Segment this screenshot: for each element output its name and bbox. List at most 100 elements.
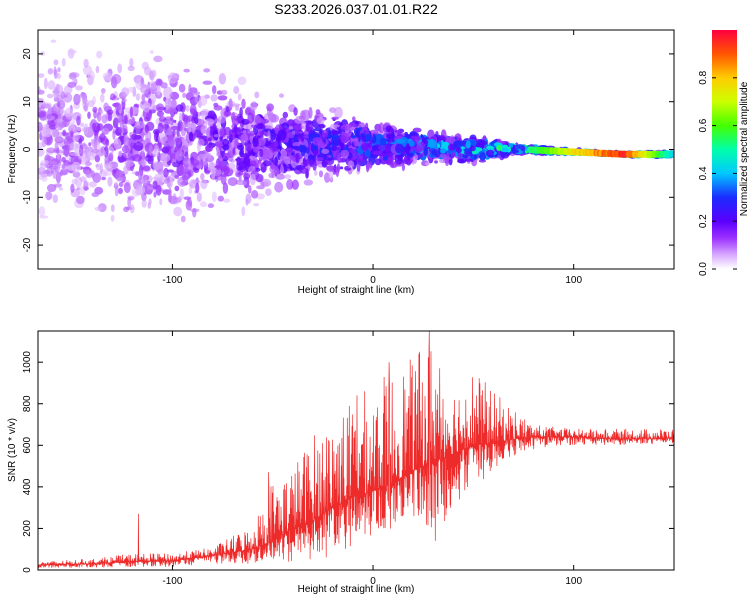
spectrogram-blob <box>143 66 152 76</box>
spectrogram-blob <box>142 165 151 172</box>
spectrogram-blob <box>431 149 437 155</box>
spectrogram-blob <box>175 150 184 162</box>
spectrogram-blob <box>502 144 508 149</box>
spectrogram-blob <box>321 148 330 154</box>
spectrogram-blob <box>56 154 60 160</box>
spectrogram-blob <box>145 154 154 159</box>
colorbar-tick-label: 0.8 <box>698 70 709 84</box>
spectrogram-blob <box>245 106 252 115</box>
spectrogram-blob <box>148 144 153 156</box>
spectrogram-blob <box>79 122 85 128</box>
spectrogram-blob <box>182 92 187 99</box>
spectrogram-blob <box>84 161 92 166</box>
spectrogram-blob <box>425 161 431 166</box>
spectrogram-blob <box>168 188 172 198</box>
spectrogram-blob <box>167 72 178 84</box>
spectrogram-blob <box>203 152 212 159</box>
spectrogram-blob <box>212 167 222 177</box>
spectrogram-blob <box>138 169 143 181</box>
spectrogram-blob <box>254 91 260 99</box>
spectrogram-blob <box>250 101 258 110</box>
spectrogram-blob <box>271 170 280 176</box>
spectrogram-blob <box>188 186 193 195</box>
spectrogram-blob <box>108 152 114 162</box>
spectrogram-blob <box>257 159 262 164</box>
spectrogram-blob <box>144 124 149 133</box>
spectrogram-blob <box>57 72 61 80</box>
spectrogram-blob <box>152 161 157 170</box>
spectrogram-blob <box>340 149 350 158</box>
spectrogram-blob <box>223 110 232 117</box>
spectrogram-blob <box>237 93 242 101</box>
spectrogram-blob <box>371 145 379 149</box>
spectrogram-blob <box>251 190 259 199</box>
spectrogram-blob <box>104 162 113 169</box>
spectrogram-blob <box>350 149 358 161</box>
spectrogram-blob <box>249 173 256 186</box>
spectrogram-blob <box>123 134 129 147</box>
colorbar-tick-label: 0.6 <box>698 118 709 132</box>
spectrogram-blob <box>500 151 507 158</box>
spectrogram-ytick-label: 0 <box>22 146 33 152</box>
spectrogram-blob <box>170 126 180 131</box>
spectrogram-blob <box>241 118 250 125</box>
spectrogram-blob <box>216 174 223 181</box>
spectrogram-blob <box>225 106 230 113</box>
snr-ytick-label: 0 <box>22 567 33 573</box>
spectrogram-blob <box>347 160 355 169</box>
spectrogram-blob <box>248 185 252 194</box>
spectrogram-blob <box>107 176 113 187</box>
spectrogram-blob <box>326 165 335 172</box>
spectrogram-blob <box>127 86 135 93</box>
spectrogram-blob <box>180 215 186 223</box>
spectrogram-blob <box>438 141 442 145</box>
spectrogram-blob <box>336 146 341 151</box>
spectrogram-blob <box>469 146 476 152</box>
spectrogram-blob <box>252 145 260 153</box>
spectrogram-blob <box>94 206 103 211</box>
spectrogram-blob <box>132 154 142 162</box>
spectrogram-blob <box>192 207 197 218</box>
spectrogram-blob <box>240 141 246 146</box>
spectrogram-blob <box>309 159 314 168</box>
spectrogram-blob <box>169 177 173 188</box>
spectrogram-blob <box>67 81 77 88</box>
spectrogram-blob <box>468 153 473 157</box>
spectrogram-blob <box>83 58 89 68</box>
spectrogram-blob <box>129 106 133 118</box>
spectrogram-blob <box>49 161 57 165</box>
spectrogram-blob <box>43 160 49 165</box>
spectrogram-blob <box>247 112 254 124</box>
spectrogram-blob <box>95 65 100 74</box>
spectrogram-blob <box>85 169 91 178</box>
spectrogram-blob <box>259 148 264 158</box>
colorbar-tick-label: 0.4 <box>698 166 709 180</box>
spectrogram-blob <box>70 183 75 193</box>
figure-title: S233.2026.037.01.01.R22 <box>274 1 438 17</box>
spectrogram-blob <box>291 179 299 190</box>
spectrogram-blob <box>282 111 288 119</box>
spectrogram-blob <box>305 120 313 133</box>
spectrogram-blob <box>328 129 332 138</box>
spectrogram-blob <box>219 128 227 138</box>
spectrogram-blob <box>427 129 435 140</box>
spectrogram-blob <box>69 124 76 132</box>
spectrogram-blob <box>240 133 248 143</box>
spectrogram-blob <box>121 87 130 97</box>
spectrogram-blob <box>181 175 189 181</box>
spectrogram-blob <box>179 112 183 123</box>
spectrogram-blob <box>187 122 192 134</box>
spectrogram-blob <box>316 117 325 125</box>
spectrogram-blob <box>175 104 184 112</box>
spectrogram-blob <box>122 124 128 133</box>
spectrogram-blob <box>78 137 83 145</box>
spectrogram-blob <box>113 138 122 150</box>
spectrogram-blob <box>318 124 326 129</box>
spectrogram-blob <box>193 116 199 124</box>
spectrogram-blob <box>114 185 119 197</box>
spectrogram-blob <box>190 92 195 98</box>
spectrogram-blob <box>87 70 95 82</box>
spectrogram-blob <box>269 163 276 170</box>
